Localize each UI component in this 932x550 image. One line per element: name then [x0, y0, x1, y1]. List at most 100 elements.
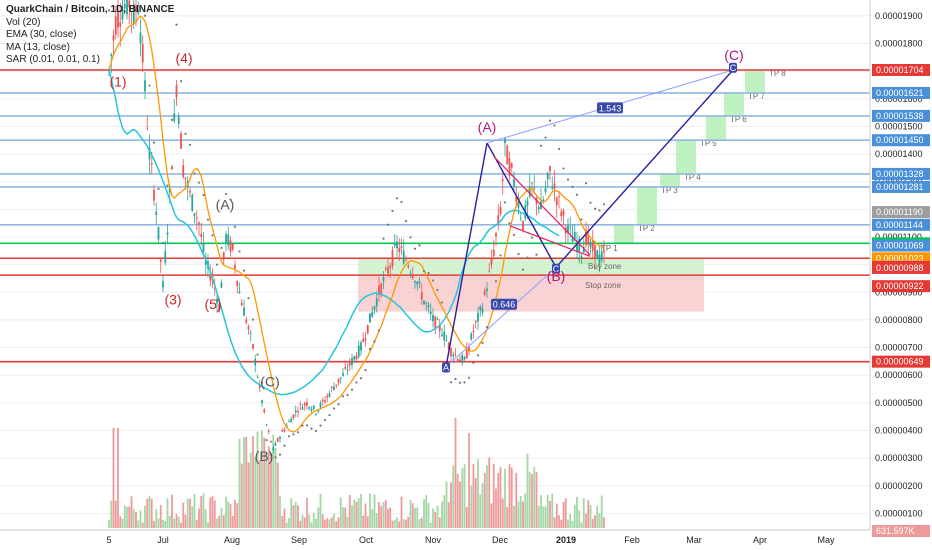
y-tick-label[interactable]: 0.00001800	[875, 38, 923, 48]
price-label-text[interactable]: 0.00001281	[876, 182, 924, 192]
legend-vol[interactable]: Vol (20)	[6, 16, 41, 28]
candle	[213, 287, 216, 289]
price-label-text[interactable]: 0.00001621	[876, 88, 924, 98]
price-label-text[interactable]: 0.00001328	[876, 169, 924, 179]
x-tick-label[interactable]: Dec	[492, 535, 509, 545]
y-tick-label[interactable]: 0.00000400	[875, 425, 923, 435]
volume-bar	[472, 464, 475, 528]
fib-badge-text[interactable]: 1.543	[599, 103, 622, 113]
fib-badge-text[interactable]: 0.646	[493, 300, 516, 310]
wave-label[interactable]: (3)	[164, 292, 181, 308]
x-tick-label[interactable]: 5	[106, 535, 111, 545]
wave-label[interactable]: (1)	[109, 73, 126, 89]
y-tick-label[interactable]: 0.00001400	[875, 149, 923, 159]
price-label[interactable]: 0.00001450	[872, 134, 930, 147]
tp-label[interactable]: TP 5	[700, 139, 717, 148]
x-tick-label[interactable]: Aug	[224, 535, 240, 545]
legend-sar[interactable]: SAR (0.01, 0.01, 0.1)	[6, 54, 100, 65]
volume-bar	[137, 520, 140, 528]
x-tick-label[interactable]: Jul	[157, 535, 169, 545]
x-tick-label[interactable]: Feb	[624, 535, 640, 545]
y-tick-label[interactable]: 0.00000900	[875, 287, 923, 297]
price-label-text[interactable]: 0.00001144	[876, 220, 923, 230]
tp-label[interactable]: TP 1	[601, 244, 618, 253]
y-tick-label[interactable]: 0.00000200	[875, 481, 923, 491]
wave-label[interactable]: (4)	[175, 50, 192, 66]
price-label-text[interactable]: 0.00001069	[876, 241, 924, 251]
price-label-text[interactable]: 0.00000922	[876, 281, 924, 291]
price-label[interactable]: 0.00000988	[872, 261, 930, 274]
candle	[407, 265, 410, 268]
price-label[interactable]: 0.00001281	[872, 180, 930, 193]
buy-zone-label[interactable]: Buy zone	[588, 262, 622, 271]
y-tick-label[interactable]: 0.00000300	[875, 453, 923, 463]
volume-bar	[524, 493, 527, 528]
y-tick-label[interactable]: 0.00000800	[875, 315, 923, 325]
x-tick-label[interactable]: Mar	[686, 535, 702, 545]
point-badge[interactable]: A	[442, 362, 450, 373]
price-label-text[interactable]: 0.00001190	[876, 207, 923, 217]
price-label-text[interactable]: 631.597K	[876, 526, 915, 536]
point-badge[interactable]: C	[552, 263, 560, 274]
x-tick-label[interactable]: Apr	[753, 535, 767, 545]
volume-bar	[546, 494, 549, 528]
tp-label[interactable]: TP 3	[661, 186, 678, 195]
tp-label[interactable]: TP 2	[638, 224, 655, 233]
volume-bar	[420, 517, 423, 528]
tp-label[interactable]: TP 4	[684, 173, 701, 182]
volume-bar	[171, 494, 173, 528]
tp-label[interactable]: TP 8	[769, 69, 786, 78]
price-label[interactable]: 0.00000649	[872, 355, 930, 368]
volume-bar	[400, 496, 403, 528]
wave-label[interactable]: (C)	[260, 373, 279, 389]
point-badge-text[interactable]: C	[730, 63, 737, 73]
price-label-text[interactable]: 0.00001704	[876, 65, 924, 75]
price-label[interactable]: 631.597K	[872, 525, 930, 537]
y-tick-label[interactable]: 0.00001500	[875, 121, 923, 131]
stop-zone-label[interactable]: Stop zone	[585, 281, 622, 290]
point-badge[interactable]: C	[729, 62, 737, 73]
fib-badge[interactable]: 0.646	[491, 298, 517, 310]
y-tick-label[interactable]: 0.00000600	[875, 370, 923, 380]
price-label-text[interactable]: 0.00001023	[876, 253, 924, 263]
wave-label[interactable]: (B)	[255, 448, 274, 464]
legend-ma[interactable]: MA (13, close)	[6, 41, 70, 53]
price-label[interactable]: 0.00001621	[872, 86, 930, 99]
price-label-text[interactable]: 0.00001450	[876, 135, 924, 145]
volume-bar	[369, 493, 371, 528]
volume-bar	[112, 428, 115, 528]
price-label[interactable]: 0.00001328	[872, 167, 930, 180]
price-label-text[interactable]: 0.00000649	[876, 357, 924, 367]
y-tick-label[interactable]: 0.00001900	[875, 11, 923, 21]
wave-label[interactable]: (5)	[204, 296, 221, 312]
point-badge-text[interactable]: A	[443, 362, 449, 372]
wave-label[interactable]: (A)	[478, 119, 497, 135]
wave-label[interactable]: (B)	[547, 268, 566, 284]
wave-label[interactable]: (C)	[724, 47, 743, 63]
price-label[interactable]: 0.00001144	[872, 218, 930, 231]
price-label[interactable]: 0.00001069	[872, 239, 930, 252]
point-badge-text[interactable]: C	[553, 264, 560, 274]
wave-label[interactable]: (A)	[216, 196, 235, 212]
legend-ema[interactable]: EMA (30, close)	[6, 29, 77, 40]
x-tick-label[interactable]: May	[817, 535, 835, 545]
y-tick-label[interactable]: 0.00000700	[875, 343, 923, 353]
tp-label[interactable]: TP 7	[748, 92, 765, 101]
price-label[interactable]: 0.00000922	[872, 280, 930, 293]
x-tick-label[interactable]: Sep	[291, 535, 307, 545]
price-label-text[interactable]: 0.00000988	[876, 263, 924, 273]
price-label[interactable]: 0.00001704	[872, 64, 930, 77]
price-label-text[interactable]: 0.00001538	[876, 111, 924, 121]
y-tick-label[interactable]: 0.00001100	[875, 232, 922, 242]
price-label[interactable]: 0.00001538	[872, 109, 930, 122]
legend-title[interactable]: QuarkChain / Bitcoin, 1D, BINANCE	[6, 4, 175, 15]
x-tick-label[interactable]: Nov	[425, 535, 442, 545]
y-tick-label[interactable]: 0.00000100	[875, 508, 923, 518]
x-tick-label[interactable]: Oct	[359, 535, 374, 545]
price-label[interactable]: 0.00001190	[872, 206, 930, 219]
y-tick-label[interactable]: 0.00000500	[875, 398, 923, 408]
fib-badge[interactable]: 1.543	[597, 102, 623, 114]
x-tick-label[interactable]: 2019	[556, 535, 576, 545]
tp-label[interactable]: TP 6	[730, 115, 747, 124]
